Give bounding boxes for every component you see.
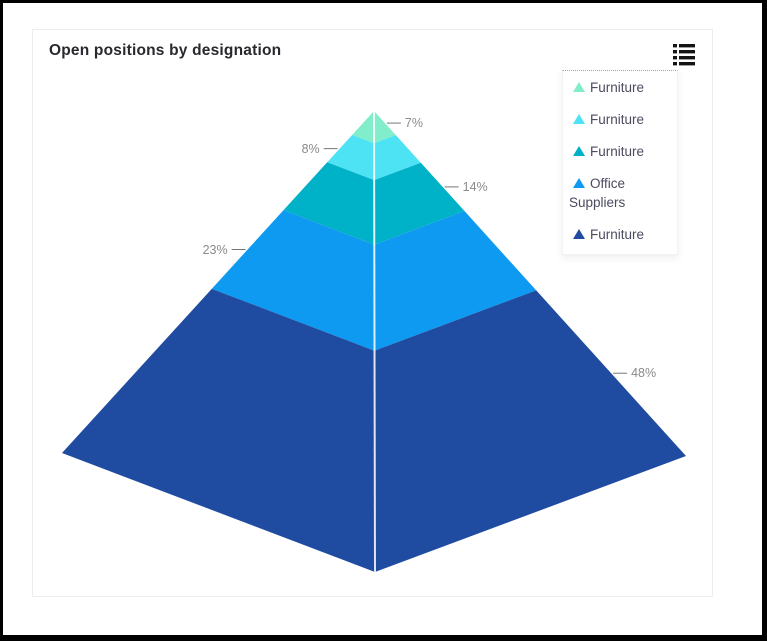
segment-percent-label-0: 7% — [404, 116, 423, 131]
pyramid-segment-4-left-face[interactable] — [62, 288, 375, 572]
chart-title: Open positions by designation — [49, 42, 282, 59]
legend-item-2[interactable]: Furniture — [569, 142, 673, 161]
legend-item-label: Furniture — [590, 112, 645, 127]
legend-item-1[interactable]: Furniture — [569, 110, 673, 129]
pyramid-segment-3-right-face[interactable] — [374, 211, 537, 351]
pyramid-segment-1-left-face[interactable] — [327, 134, 375, 181]
legend: Furniture Furniture Furniture Office Suppli… — [562, 70, 678, 255]
pyramid-segment-0-right-face[interactable] — [374, 111, 396, 144]
segment-percent-label-3: 23% — [202, 242, 228, 257]
legend-toggle-button[interactable] — [671, 41, 697, 67]
legend-marker-triangle-icon — [573, 178, 585, 188]
legend-marker-triangle-icon — [573, 114, 585, 124]
legend-marker-triangle-icon — [573, 82, 585, 92]
legend-item-label: Furniture — [590, 80, 645, 95]
legend-marker-triangle-icon — [573, 146, 585, 156]
pyramid-segment-3-left-face[interactable] — [211, 210, 375, 351]
legend-item-label: Office Suppliers — [569, 176, 626, 210]
segment-percent-label-4: 48% — [631, 366, 657, 381]
pyramid-segment-1-right-face[interactable] — [374, 135, 421, 181]
legend-item-label: Furniture — [590, 144, 645, 159]
legend-item-0[interactable]: Furniture — [569, 78, 673, 97]
legend-item-label: Furniture — [590, 227, 645, 242]
segment-percent-label-1: 8% — [301, 141, 320, 156]
segment-percent-label-2: 14% — [462, 179, 488, 194]
pyramid-front-edge — [373, 110, 376, 573]
legend-marker-triangle-icon — [573, 229, 585, 239]
legend-item-3[interactable]: Office Suppliers — [569, 174, 673, 212]
legend-item-4[interactable]: Furniture — [569, 225, 673, 244]
pyramid-segment-4-right-face[interactable] — [374, 290, 686, 572]
pyramid-segment-2-right-face[interactable] — [374, 162, 465, 245]
pyramid-segment-0-left-face[interactable] — [352, 111, 375, 144]
list-icon — [673, 44, 695, 66]
pyramid-segment-2-left-face[interactable] — [283, 162, 375, 245]
